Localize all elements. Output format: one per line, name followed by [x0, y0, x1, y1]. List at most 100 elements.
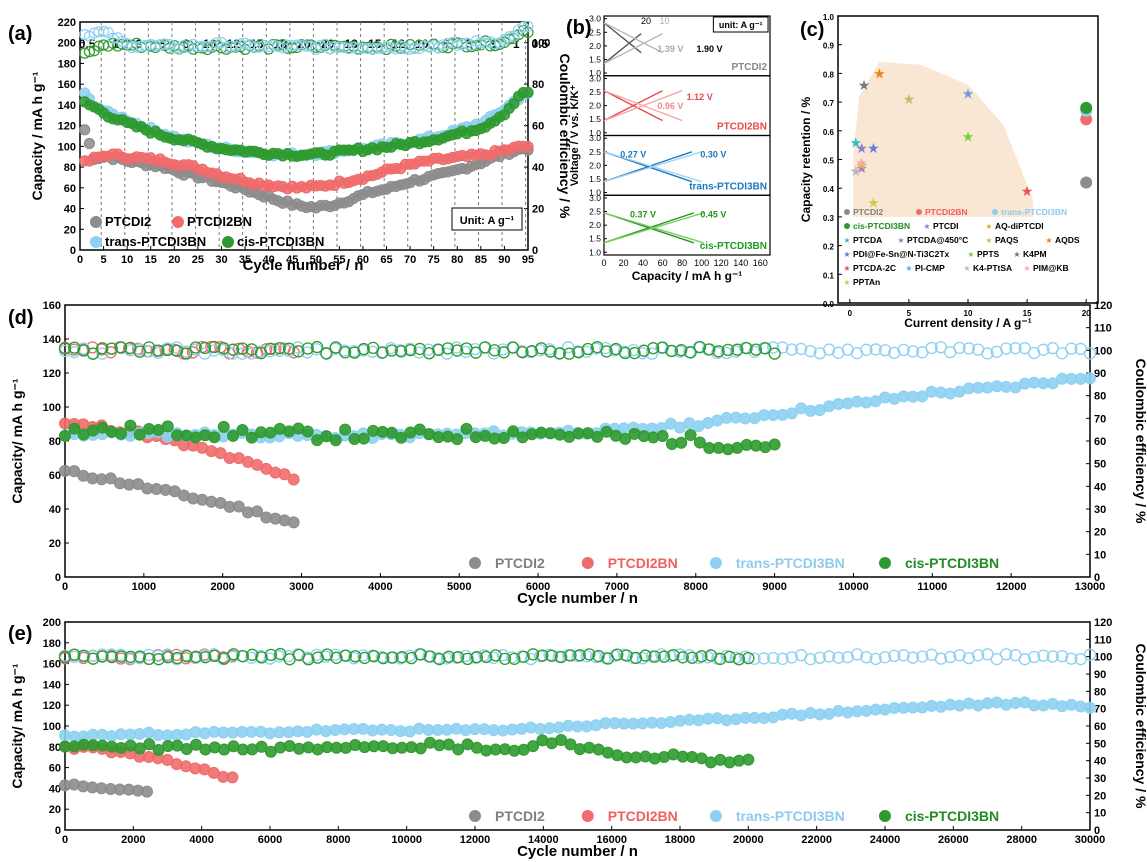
data-point-cis-PTCDI3BN: [115, 427, 128, 440]
data-point-cis-PTCDI3BN: [339, 423, 352, 436]
ce-point-cis-PTCDI3BN: [732, 653, 746, 666]
ce-point-trans-PTCDI3BN: [1018, 653, 1031, 666]
ce-point-cis-PTCDI3BN: [714, 652, 727, 666]
y-tick-label: 2.5: [589, 87, 601, 97]
legend-label: PTCDI2BN: [608, 808, 678, 824]
ce-point-cis-PTCDI3BN: [461, 652, 474, 666]
y2-tick-label: 90: [1094, 669, 1106, 681]
data-point-PTCDI2: [287, 516, 300, 529]
panel-c: 0 5 10 15 200.00.10.20.30.40.50.60.70.80.91.…: [799, 13, 1099, 330]
legend-marker-PPTS: ★: [967, 250, 974, 259]
y2-tick-label: 40: [1094, 481, 1106, 493]
gap-label: 0.37 V: [630, 209, 656, 219]
data-point-trans-PTCDI3BN: [517, 21, 529, 33]
y-tick-label: 2.5: [589, 27, 601, 37]
gap-label: 1.39 V: [657, 44, 683, 54]
x-tick-label: 40: [263, 254, 275, 266]
ce-point-trans-PTCDI3BN: [1037, 343, 1050, 356]
x-tick-label: 20: [1082, 309, 1091, 318]
ce-point-cis-PTCDI3BN: [58, 650, 72, 664]
ce-point-cis-PTCDI3BN: [339, 649, 352, 662]
ce-point-trans-PTCDI3BN: [785, 343, 798, 356]
ce-point-trans-PTCDI3BN: [906, 345, 920, 358]
ce-point-trans-PTCDI3BN: [366, 345, 379, 358]
ce-point-cis-PTCDI3BN: [639, 649, 652, 662]
y-tick-label: 0.7: [823, 99, 835, 108]
legend-marker-AQDS: ★: [1045, 236, 1052, 245]
x-tick-label: 13000: [1075, 581, 1106, 593]
panel-label-c: (c): [800, 19, 824, 41]
rate-label: 10: [660, 16, 670, 26]
legend-marker-K4PM: ★: [1013, 250, 1020, 259]
ce-point-cis-PTCDI3BN: [246, 648, 259, 661]
data-point-cis-PTCDI3BN: [83, 46, 96, 58]
y-tick-label: 60: [49, 470, 61, 482]
data-point-trans-PTCDI3BN: [239, 37, 251, 49]
x-tick-label: 7000: [605, 581, 629, 593]
ce-point-trans-PTCDI3BN: [906, 651, 920, 664]
x-tick-label: 25: [192, 254, 204, 266]
ce-point-trans-PTCDI3BN: [841, 651, 854, 664]
ce-point-cis-PTCDI3BN: [469, 346, 482, 359]
legend-marker-PTCDI2BN: [581, 557, 594, 569]
y-tick-label: 0.3: [823, 214, 835, 223]
y-tick-label: 100: [43, 721, 61, 733]
y2-tick-label: 40: [1094, 756, 1106, 768]
data-point-K4-PTtSA: ★: [849, 163, 862, 179]
data-point-cis-PTCDI3BN: [693, 436, 706, 449]
discharge-curve-PTCDI2: [603, 22, 663, 54]
legend-marker-cis-PTCDI3BN: [844, 223, 850, 229]
ce-point-cis-PTCDI3BN: [600, 345, 613, 358]
ce-point-trans-PTCDI3BN: [934, 341, 948, 354]
ce-point-cis-PTCDI3BN: [451, 344, 464, 357]
ce-point-trans-PTCDI3BN: [860, 651, 873, 664]
rate-label: 5: [466, 37, 473, 51]
ce-point-trans-PTCDI3BN: [962, 651, 976, 665]
legend-label: cis-PTCDI3BN: [853, 221, 910, 231]
x-tick-label: 70: [404, 254, 416, 266]
subplot-name: cis-PTCDI3BN: [700, 241, 767, 252]
ce-point-cis-PTCDI3BN: [330, 651, 343, 664]
ce-point-trans-PTCDI3BN: [934, 652, 948, 665]
ce-point-trans-PTCDI3BN: [636, 652, 649, 665]
legend-marker-PTCDA: ★: [843, 236, 850, 245]
x-tick-label: 55: [333, 254, 345, 266]
ce-point-cis-PTCDI3BN: [189, 341, 202, 354]
ce-point-cis-PTCDI3BN: [470, 651, 484, 664]
legend-marker-PTCDI: ★: [923, 222, 930, 231]
ce-point-trans-PTCDI3BN: [1065, 342, 1078, 355]
data-point-PPTS: ★: [962, 129, 975, 145]
ce-point-cis-PTCDI3BN: [749, 343, 763, 356]
y-tick-label: 20: [49, 538, 61, 550]
legend-label: PTCDI2: [495, 555, 545, 571]
ce-point-trans-PTCDI3BN: [794, 342, 808, 356]
y2-tick-label: 50: [1094, 738, 1106, 750]
ce-point-trans-PTCDI3BN: [767, 341, 780, 354]
ce-point-cis-PTCDI3BN: [721, 343, 735, 357]
data-point-trans-PTCDI3BN: [159, 38, 171, 50]
ce-point-cis-PTCDI3BN: [432, 343, 445, 356]
gap-label: 1.90 V: [696, 44, 722, 54]
ce-point-cis-PTCDI3BN: [180, 650, 193, 663]
x-tick-label: 20: [168, 254, 180, 266]
y-tick-label: 2.0: [589, 220, 601, 230]
gap-label: 1.12 V: [687, 92, 713, 102]
legend-label: cis-PTCDI3BN: [905, 555, 999, 571]
x-tick-label: 14000: [528, 834, 559, 846]
ce-point-trans-PTCDI3BN: [962, 342, 976, 355]
ce-point-trans-PTCDI3BN: [1009, 342, 1022, 355]
x-tick-label: 15: [145, 254, 157, 266]
legend-label: PTCDI2: [495, 808, 545, 824]
data-point-cis-PTCDI3BN: [59, 429, 71, 442]
data-point-cis-PTCDI3BN: [385, 426, 398, 439]
data-point-trans-PTCDI3BN: [522, 20, 534, 32]
ce-point-cis-PTCDI3BN: [637, 344, 651, 357]
y-tick-label: 80: [49, 436, 61, 448]
legend-label: AQDS: [1055, 235, 1080, 245]
legend-label: PAQS: [995, 235, 1019, 245]
data-point-cis-PTCDI3BN: [143, 738, 156, 751]
x-tick-label: 12000: [460, 834, 491, 846]
data-point-trans-PTCDI3BN: [211, 37, 223, 49]
data-point-AQ-diPTCDI: ★: [855, 157, 868, 173]
data-point-cis-PTCDI3BN: [527, 740, 540, 753]
